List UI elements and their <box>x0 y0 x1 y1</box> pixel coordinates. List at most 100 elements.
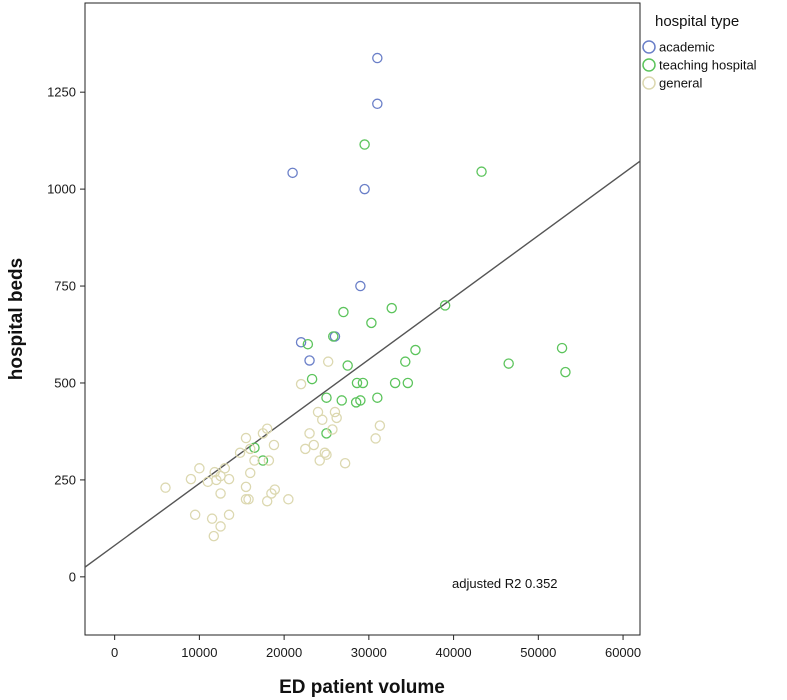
legend-marker-teaching-hospital <box>642 58 656 72</box>
point-teaching-hospital-2 <box>439 300 451 311</box>
point-teaching-hospital-14 <box>306 373 318 385</box>
point-general-26 <box>194 463 205 474</box>
x-axis: 0 10000 20000 30000 40000 50000 60000 <box>111 635 641 660</box>
point-general-13 <box>321 449 332 460</box>
legend-marker-academic <box>642 40 656 54</box>
point-academic-1 <box>372 98 383 110</box>
point-general-43 <box>223 509 235 521</box>
point-teaching-hospital-8 <box>342 360 353 371</box>
point-teaching-hospital-6 <box>328 331 339 342</box>
point-general-20 <box>244 443 256 455</box>
point-general-36 <box>266 488 277 499</box>
point-general-45 <box>215 521 226 532</box>
point-teaching-hospital-26 <box>257 455 269 466</box>
point-general-31 <box>185 473 197 485</box>
x-tick-label-0: 0 <box>111 645 118 660</box>
point-general-38 <box>243 494 254 505</box>
point-academic-3 <box>359 183 370 195</box>
legend: hospital type academic teaching hospital g… <box>642 13 757 91</box>
point-general-39 <box>240 494 252 505</box>
point-teaching-hospital-23 <box>355 395 366 406</box>
point-general-10 <box>308 439 320 451</box>
point-general-2 <box>312 406 324 418</box>
legend-title: hospital type <box>655 13 739 30</box>
y-tick-label-1250: 1250 <box>47 85 76 100</box>
point-teaching-hospital-19 <box>321 392 332 403</box>
point-general-25 <box>219 463 231 474</box>
plot-area <box>84 2 641 636</box>
point-teaching-hospital-16 <box>357 377 369 389</box>
x-tick-label-50000: 50000 <box>520 645 556 660</box>
point-general-18 <box>261 423 273 434</box>
legend-marker-general <box>642 76 656 90</box>
regression-line-group <box>85 160 640 568</box>
point-general-19 <box>268 439 280 451</box>
point-teaching-hospital-11 <box>503 358 514 369</box>
point-teaching-hospital-9 <box>410 344 421 356</box>
r2-annotation: adjusted R2 0.352 <box>452 576 558 591</box>
point-general-16 <box>240 432 252 444</box>
x-tick-label-20000: 20000 <box>266 645 302 660</box>
point-general-1 <box>295 378 307 390</box>
point-general-41 <box>283 494 294 505</box>
point-general-3 <box>329 406 341 418</box>
x-tick-label-10000: 10000 <box>181 645 217 660</box>
point-general-11 <box>300 443 311 455</box>
point-general-46 <box>208 530 220 542</box>
point-general-30 <box>223 473 235 485</box>
point-general-42 <box>189 509 201 521</box>
point-general-24 <box>244 467 256 479</box>
y-tick-label-750: 750 <box>54 279 76 294</box>
point-teaching-hospital-4 <box>338 306 349 318</box>
point-teaching-hospital-0 <box>359 139 370 150</box>
point-general-4 <box>317 414 328 426</box>
x-axis-title: ED patient volume <box>279 677 445 698</box>
legend-label-academic: academic <box>659 40 715 55</box>
point-general-22 <box>249 455 260 466</box>
point-academic-5 <box>295 337 307 348</box>
y-tick-label-1000: 1000 <box>47 182 76 197</box>
point-general-12 <box>319 447 331 459</box>
point-academic-4 <box>355 280 366 292</box>
point-general-34 <box>240 481 252 493</box>
x-tick-label-40000: 40000 <box>436 645 472 660</box>
y-tick-label-250: 250 <box>54 472 76 487</box>
point-teaching-hospital-13 <box>560 366 571 378</box>
regression-line <box>85 160 640 568</box>
y-tick-label-0: 0 <box>69 569 76 584</box>
point-teaching-hospital-7 <box>302 338 314 350</box>
point-general-5 <box>331 412 342 424</box>
y-tick-label-500: 500 <box>54 375 76 390</box>
legend-label-teaching-hospital: teaching hospital <box>659 58 757 73</box>
point-teaching-hospital-25 <box>249 442 260 453</box>
point-academic-2 <box>287 167 298 179</box>
point-teaching-hospital-5 <box>366 317 377 329</box>
point-general-14 <box>314 455 325 466</box>
point-general-0 <box>322 356 334 367</box>
point-general-6 <box>304 428 315 439</box>
point-general-7 <box>327 424 338 435</box>
point-academic-7 <box>304 355 315 366</box>
legend-label-general: general <box>659 76 702 91</box>
point-general-8 <box>374 420 386 431</box>
point-teaching-hospital-3 <box>386 302 397 314</box>
point-teaching-hospital-15 <box>351 377 363 389</box>
y-axis: 0 250 500 750 1000 1250 <box>47 85 85 584</box>
data-points <box>160 52 571 542</box>
point-general-21 <box>234 447 246 459</box>
point-teaching-hospital-12 <box>556 342 568 354</box>
point-teaching-hospital-1 <box>476 166 487 177</box>
point-general-33 <box>160 482 171 493</box>
point-teaching-hospital-18 <box>402 377 414 389</box>
x-tick-label-30000: 30000 <box>351 645 387 660</box>
x-tick-label-60000: 60000 <box>605 645 641 660</box>
point-general-37 <box>215 488 226 499</box>
point-general-23 <box>263 455 275 466</box>
point-teaching-hospital-20 <box>372 392 383 403</box>
y-axis-title: hospital beds <box>6 258 27 380</box>
point-teaching-hospital-17 <box>389 377 401 389</box>
point-general-32 <box>202 476 214 488</box>
point-general-40 <box>261 495 273 507</box>
point-general-9 <box>370 433 381 444</box>
